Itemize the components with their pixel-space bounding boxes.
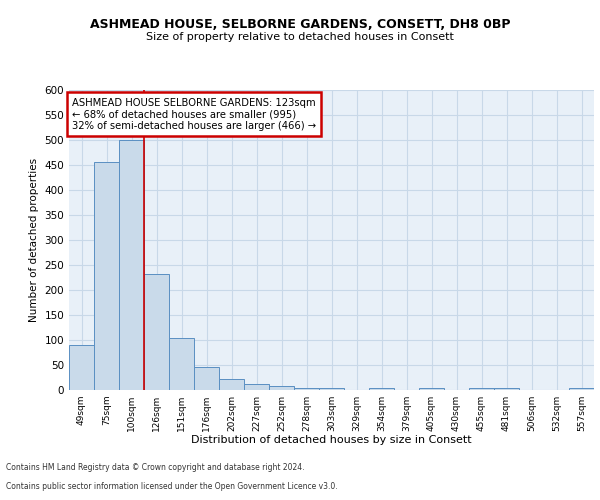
X-axis label: Distribution of detached houses by size in Consett: Distribution of detached houses by size … — [191, 436, 472, 446]
Bar — [219, 379, 244, 390]
Y-axis label: Number of detached properties: Number of detached properties — [29, 158, 39, 322]
Bar — [494, 388, 519, 390]
Text: ASHMEAD HOUSE SELBORNE GARDENS: 123sqm
← 68% of detached houses are smaller (995: ASHMEAD HOUSE SELBORNE GARDENS: 123sqm ←… — [71, 98, 316, 130]
Text: Size of property relative to detached houses in Consett: Size of property relative to detached ho… — [146, 32, 454, 42]
Bar — [194, 366, 219, 390]
Bar — [319, 388, 344, 390]
Text: ASHMEAD HOUSE, SELBORNE GARDENS, CONSETT, DH8 0BP: ASHMEAD HOUSE, SELBORNE GARDENS, CONSETT… — [90, 18, 510, 30]
Bar — [119, 140, 144, 390]
Bar — [294, 388, 319, 390]
Bar — [369, 388, 394, 390]
Bar — [244, 384, 269, 390]
Bar — [419, 388, 444, 390]
Bar — [269, 386, 294, 390]
Text: Contains HM Land Registry data © Crown copyright and database right 2024.: Contains HM Land Registry data © Crown c… — [6, 464, 305, 472]
Bar — [144, 274, 169, 390]
Bar — [469, 388, 494, 390]
Text: Contains public sector information licensed under the Open Government Licence v3: Contains public sector information licen… — [6, 482, 338, 491]
Bar — [569, 388, 594, 390]
Bar — [169, 338, 194, 390]
Bar — [69, 345, 94, 390]
Bar — [94, 162, 119, 390]
